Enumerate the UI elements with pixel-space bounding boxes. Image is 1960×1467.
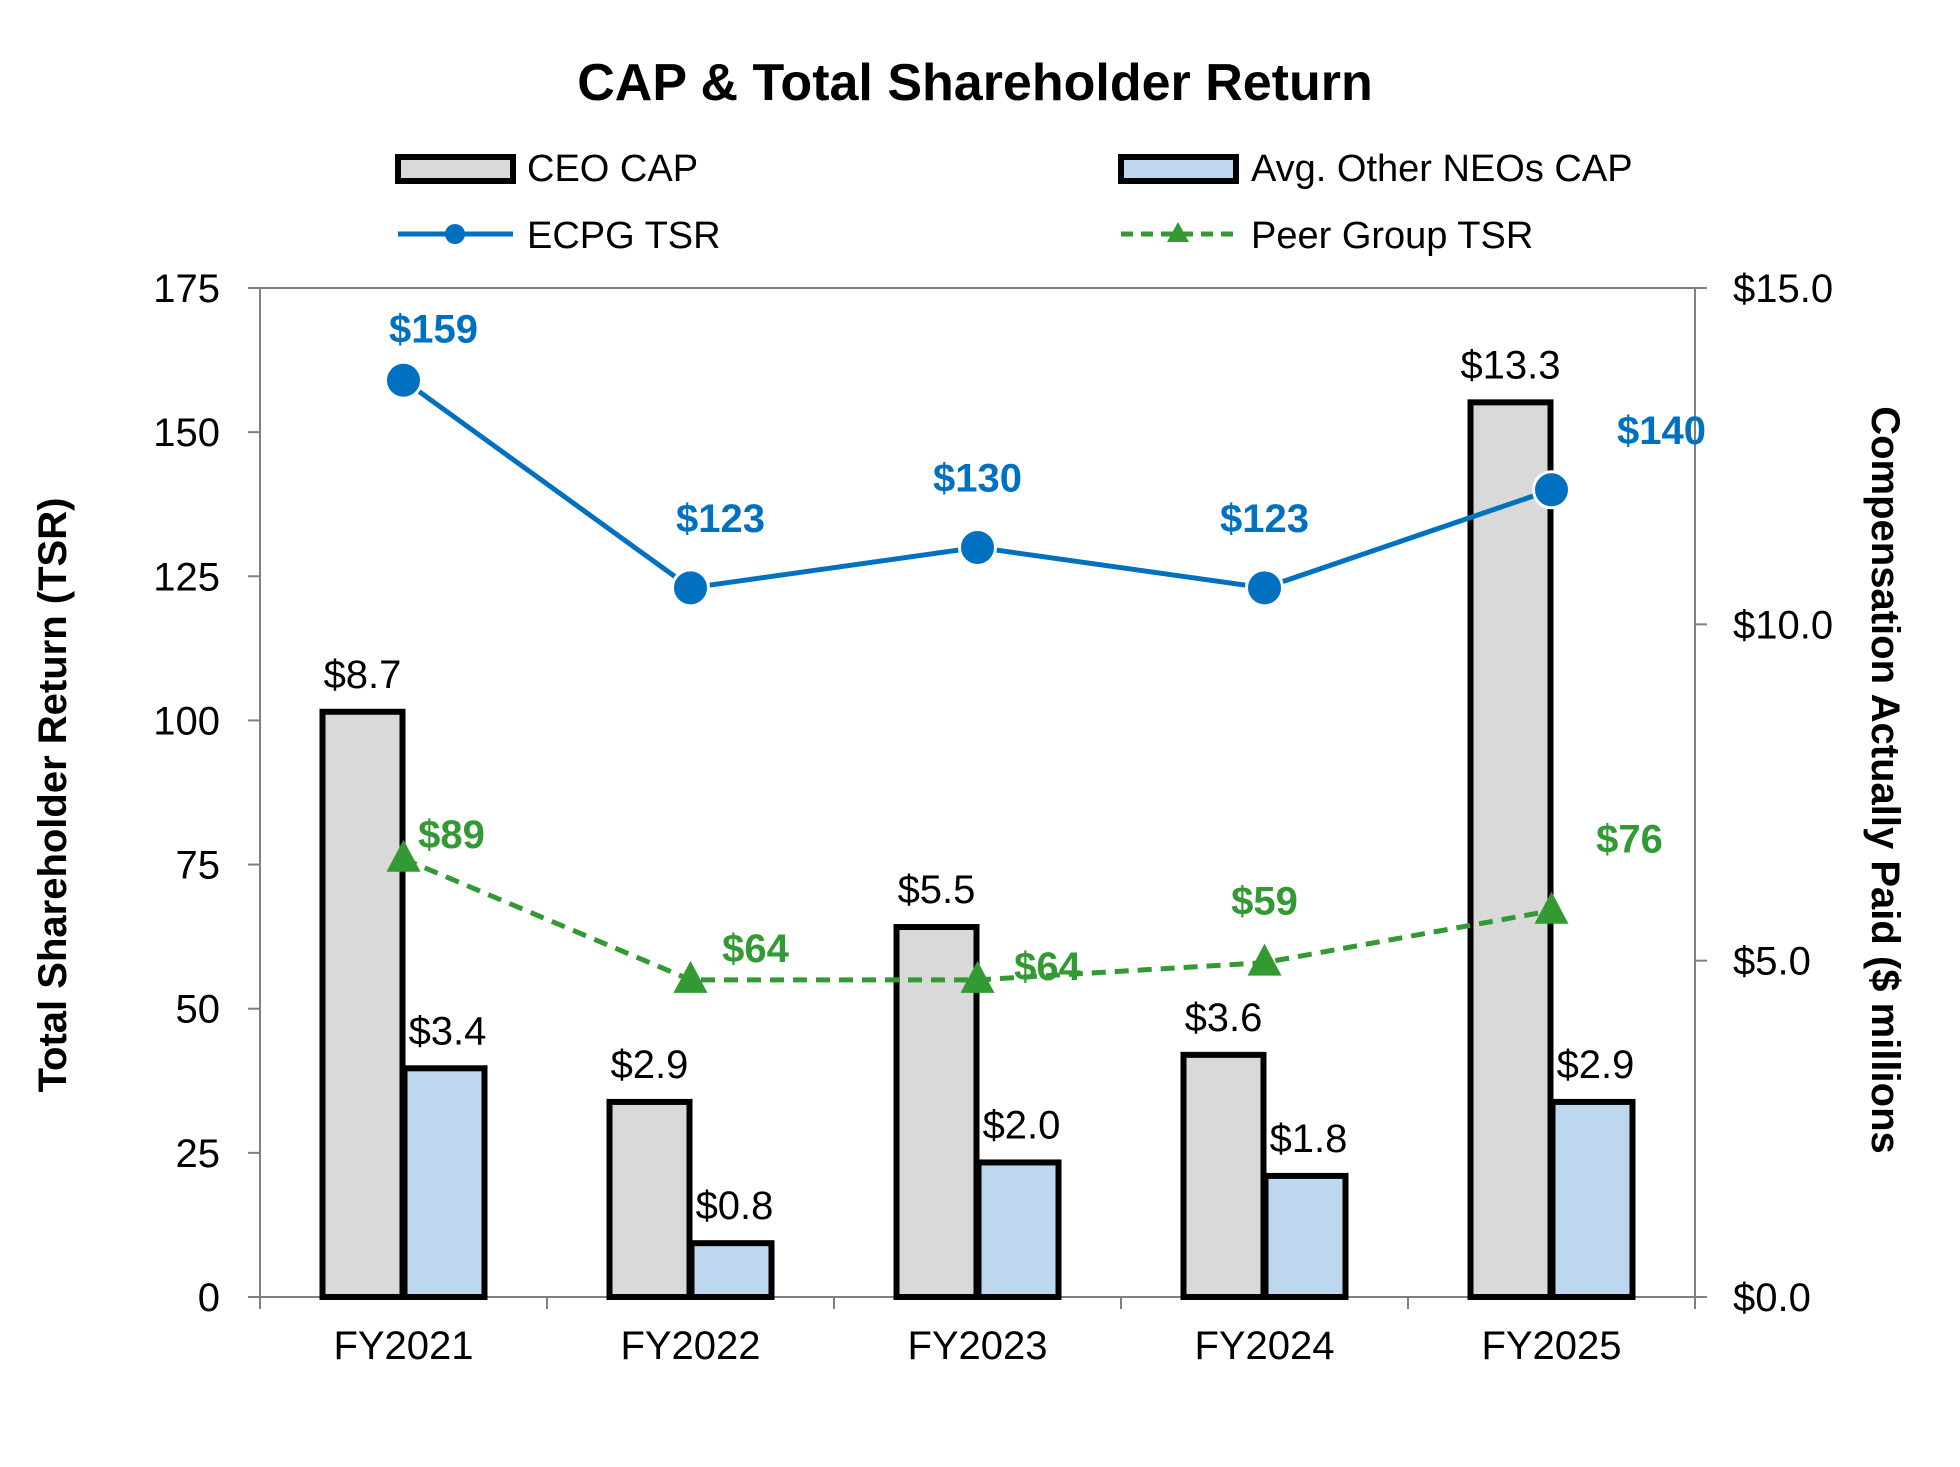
x-tick-label: FY2021: [333, 1324, 473, 1368]
legend-label-neo-cap: Avg. Other NEOs CAP: [1251, 148, 1633, 190]
legend-marker-peer-tsr: [1167, 222, 1189, 242]
neo-cap-label: $0.8: [696, 1184, 774, 1228]
left-tick-label: 125: [153, 555, 220, 599]
x-tick-label: FY2022: [620, 1324, 760, 1368]
neo-cap-label: $1.8: [1270, 1117, 1348, 1161]
left-tick-label: 175: [153, 267, 220, 311]
neo-cap-bar: [1549, 1098, 1636, 1300]
peer-tsr-label: $76: [1596, 818, 1663, 862]
ceo-cap-bar: [893, 924, 980, 1300]
peer-tsr-label: $64: [1014, 945, 1081, 989]
left-tick-label: 75: [176, 844, 221, 888]
peer-tsr-label: $89: [418, 813, 485, 857]
ecpg-tsr-label: $123: [1220, 497, 1309, 541]
legend-label-ceo-cap: CEO CAP: [527, 148, 698, 190]
peer-tsr-point: [1247, 943, 1282, 976]
peer-tsr-point: [673, 960, 708, 993]
ecpg-tsr-point: [1532, 470, 1571, 510]
right-tick-label: $10.0: [1733, 603, 1833, 647]
legend-label-ecpg-tsr: ECPG TSR: [527, 215, 721, 257]
left-axis-title: Total Shareholder Return (TSR): [31, 498, 75, 1093]
x-axis-ticks: FY2021 FY2022 FY2023 FY2024 FY2025: [259, 1297, 1696, 1368]
peer-tsr-point: [960, 960, 995, 993]
ecpg-tsr-point: [384, 360, 423, 400]
ecpg-tsr-label: $140: [1617, 409, 1706, 453]
peer-tsr-point: [386, 839, 421, 872]
ceo-cap-bar: [1180, 1051, 1267, 1300]
peer-tsr-label: $59: [1231, 880, 1298, 924]
legend-label-peer-tsr: Peer Group TSR: [1251, 215, 1533, 257]
ceo-cap-bar: [606, 1098, 693, 1300]
bars: [319, 399, 1636, 1301]
ecpg-tsr-label: $159: [389, 307, 478, 351]
neo-cap-label: $2.9: [1557, 1043, 1635, 1087]
ceo-cap-label: $8.7: [324, 653, 402, 697]
neo-cap-bar: [688, 1240, 775, 1300]
ecpg-tsr-point: [671, 568, 710, 608]
lines: [384, 360, 1571, 993]
legend: CEO CAP Avg. Other NEOs CAP ECPG TSR Pee…: [395, 148, 1633, 257]
data-labels: $8.7 $2.9 $5.5 $3.6 $13.3 $3.4 $0.8 $2.0 $1.8 $2.…: [324, 307, 1706, 1228]
left-tick-label: 0: [198, 1276, 220, 1320]
neo-cap-bar: [975, 1159, 1062, 1301]
neo-cap-bar: [1262, 1172, 1349, 1301]
left-tick-label: 25: [176, 1132, 221, 1176]
chart-title: CAP & Total Shareholder Return: [577, 54, 1373, 112]
right-axis-title: Compensation Actually Paid ($ millions: [1863, 406, 1907, 1154]
ceo-cap-label: $3.6: [1185, 996, 1263, 1040]
legend-swatch-ceo-cap: [395, 154, 516, 184]
ceo-cap-bar: [319, 708, 406, 1300]
x-tick-label: FY2023: [907, 1324, 1047, 1368]
peer-tsr-point: [1534, 891, 1569, 924]
ecpg-tsr-label: $130: [933, 456, 1022, 500]
left-tick-label: 100: [153, 699, 220, 743]
ceo-cap-label: $13.3: [1460, 343, 1560, 387]
ecpg-tsr-point: [1245, 568, 1284, 608]
ceo-cap-label: $5.5: [898, 868, 976, 912]
legend-swatch-neo-cap: [1118, 154, 1239, 184]
neo-cap-bar: [401, 1065, 488, 1300]
x-tick-label: FY2024: [1194, 1324, 1334, 1368]
legend-marker-ecpg-tsr: [445, 224, 465, 244]
left-tick-label: 150: [153, 411, 220, 455]
ecpg-tsr-point: [958, 527, 997, 567]
right-tick-label: $15.0: [1733, 267, 1833, 311]
ceo-cap-bar: [1467, 399, 1554, 1300]
right-tick-label: $0.0: [1733, 1276, 1811, 1320]
x-tick-label: FY2025: [1481, 1324, 1621, 1368]
ecpg-tsr-label: $123: [676, 497, 765, 541]
ceo-cap-label: $2.9: [611, 1043, 689, 1087]
left-axis-ticks: 0 25 50 75 100 125 150 175: [153, 267, 260, 1320]
axes: 0 25 50 75 100 125 150 175 $0.0 $5.0 $10.0 $15.0 F…: [153, 267, 1833, 1368]
right-tick-label: $5.0: [1733, 940, 1811, 984]
left-tick-label: 50: [176, 988, 221, 1032]
neo-cap-label: $2.0: [983, 1103, 1061, 1147]
right-axis-ticks: $0.0 $5.0 $10.0 $15.0: [1695, 267, 1833, 1320]
neo-cap-label: $3.4: [409, 1009, 487, 1053]
peer-tsr-label: $64: [722, 927, 789, 971]
